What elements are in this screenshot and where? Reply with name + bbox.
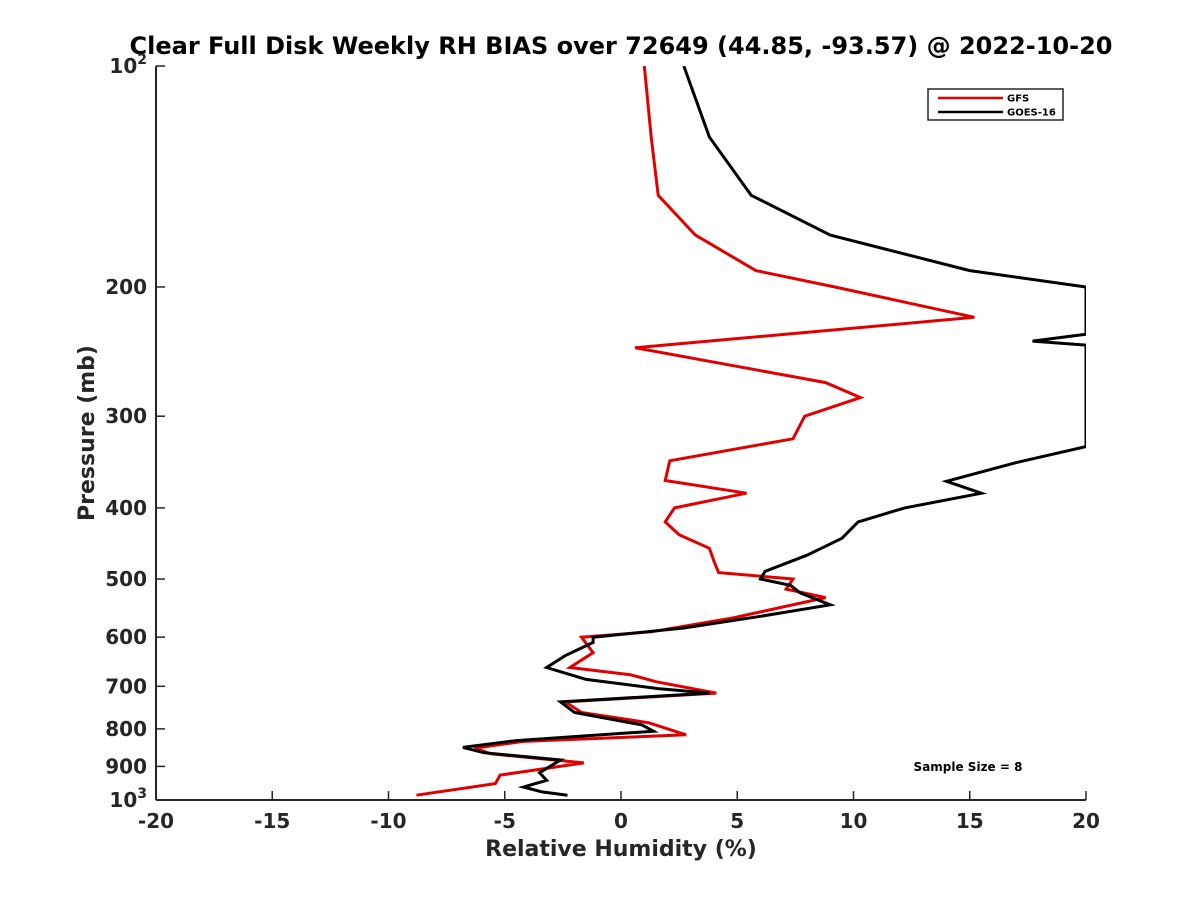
series-layer [416,66,1086,797]
y-axis-ticks: 102 200 300 400 500 600 700 800 900 103 [105,52,165,812]
series-line-gfs [416,66,975,797]
series-line-goes-16 [462,66,1086,797]
y-tick-label: 400 [105,496,147,520]
plot-area: -20 -15 -10 -5 0 5 10 15 20 102 200 300 400 500 600 70… [105,52,1100,833]
y-tick-label: 103 [109,786,147,812]
x-tick-label: 10 [840,809,868,833]
legend: GFS GOES-16 [927,88,1064,121]
legend-label: GFS [1007,94,1029,105]
y-tick-label: 800 [105,717,147,741]
legend-entries: GFS GOES-16 [938,94,1056,119]
y-tick-label: 102 [109,52,147,78]
x-tick-label: 5 [730,809,744,833]
x-axis-label: Relative Humidity (%) [485,837,757,862]
plot-background [156,66,1086,800]
legend-box [927,88,1064,121]
x-tick-label: -15 [254,809,290,833]
x-axis-ticks: -20 -15 -10 -5 0 5 10 15 20 [138,791,1100,833]
legend-label: GOES-16 [1007,108,1056,119]
y-tick-label: 600 [105,625,147,649]
x-tick-label: 20 [1072,809,1100,833]
y-axis-label: Pressure (mb) [75,345,100,521]
x-tick-label: 0 [614,809,628,833]
sample-size-annotation: Sample Size = 8 [914,760,1023,774]
y-tick-label: 900 [105,754,147,778]
y-tick-label: 200 [105,275,147,299]
x-tick-label: -10 [370,809,406,833]
chart-title: Clear Full Disk Weekly RH BIAS over 7264… [130,32,1113,60]
x-tick-label: -5 [494,809,516,833]
y-tick-label: 700 [105,674,147,698]
x-tick-label: -20 [138,809,174,833]
y-tick-label: 300 [105,404,147,428]
y-tick-label: 500 [105,567,147,591]
x-tick-label: 15 [956,809,984,833]
